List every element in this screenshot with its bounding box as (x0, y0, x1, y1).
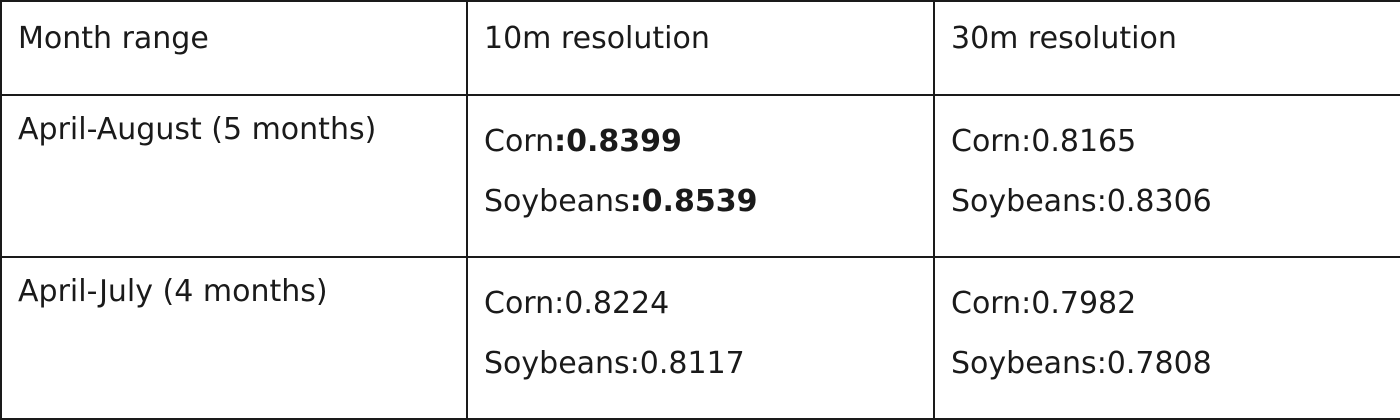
header-month-range: Month range (0, 0, 468, 96)
soybeans-score: Soybeans:0.8306 (951, 187, 1400, 217)
header-30m-resolution: 30m resolution (933, 0, 1400, 96)
corn-value: :0.8399 (554, 124, 682, 159)
corn-label: Corn (951, 124, 1022, 159)
res30-cell: Corn:0.7982 Soybeans:0.7808 (933, 256, 1400, 420)
month-range-label: April-July (4 months) (18, 274, 328, 309)
header-row: Month range 10m resolution 30m resolutio… (0, 0, 1400, 96)
corn-label: Corn (484, 286, 555, 321)
table-row: April-July (4 months) Corn:0.8224 Soybea… (0, 256, 1400, 420)
soybeans-value: :0.8539 (629, 184, 758, 219)
header-10m-resolution: 10m resolution (466, 0, 935, 96)
res10-cell: Corn:0.8224 Soybeans:0.8117 (466, 256, 935, 420)
corn-score: Corn:0.8399 (484, 127, 933, 157)
res10-cell: Corn:0.8399 Soybeans:0.8539 (466, 94, 935, 258)
month-range-label: April-August (5 months) (18, 112, 377, 147)
soybeans-label: Soybeans (951, 346, 1097, 381)
corn-value: :0.8224 (554, 286, 670, 321)
res30-cell: Corn:0.8165 Soybeans:0.8306 (933, 94, 1400, 258)
soybeans-score: Soybeans:0.8539 (484, 187, 933, 217)
month-range-cell: April-July (4 months) (0, 256, 468, 420)
corn-value: :0.8165 (1021, 124, 1137, 159)
corn-score: Corn:0.7982 (951, 289, 1400, 319)
corn-value: :0.7982 (1021, 286, 1137, 321)
header-10m-resolution-label: 10m resolution (484, 21, 710, 56)
soybeans-label: Soybeans (951, 184, 1097, 219)
header-30m-resolution-label: 30m resolution (951, 21, 1177, 56)
soybeans-score: Soybeans:0.8117 (484, 349, 933, 379)
corn-score: Corn:0.8165 (951, 127, 1400, 157)
soybeans-label: Soybeans (484, 346, 630, 381)
month-range-cell: April-August (5 months) (0, 94, 468, 258)
corn-label: Corn (484, 124, 555, 159)
soybeans-value: :0.8306 (1096, 184, 1212, 219)
corn-score: Corn:0.8224 (484, 289, 933, 319)
soybeans-value: :0.8117 (629, 346, 745, 381)
soybeans-label: Soybeans (484, 184, 630, 219)
soybeans-score: Soybeans:0.7808 (951, 349, 1400, 379)
table-row: April-August (5 months) Corn:0.8399 Soyb… (0, 94, 1400, 258)
header-month-range-label: Month range (18, 21, 209, 56)
soybeans-value: :0.7808 (1096, 346, 1212, 381)
corn-label: Corn (951, 286, 1022, 321)
